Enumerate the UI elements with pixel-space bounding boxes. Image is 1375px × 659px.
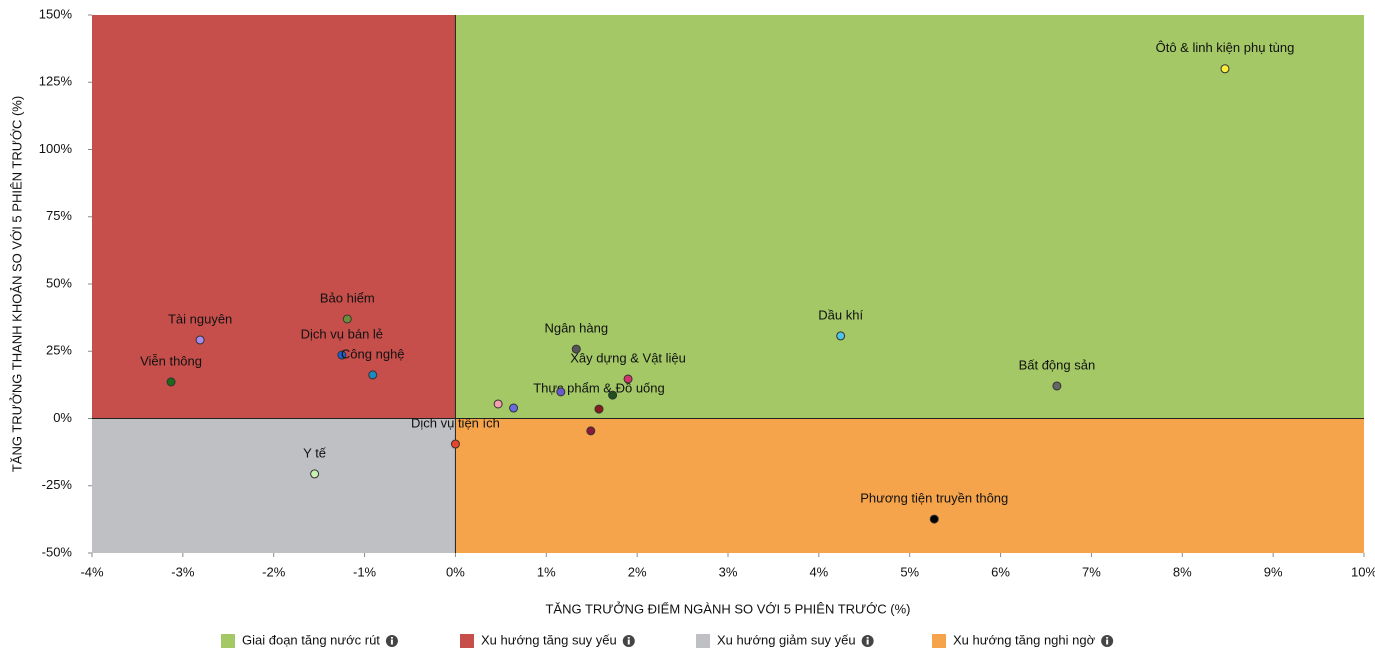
x-tick-label: 1% (537, 564, 556, 579)
legend-label: Xu hướng tăng suy yếu (481, 632, 617, 647)
x-tick-label: 10% (1351, 564, 1375, 579)
point-label: Viễn thông (140, 353, 202, 368)
x-tick-label: -4% (80, 564, 104, 579)
legend-swatch (221, 634, 235, 648)
legend-swatch (932, 634, 946, 648)
point (929, 514, 939, 524)
point (337, 350, 347, 360)
point (195, 335, 205, 345)
y-tick-label: 25% (46, 343, 72, 358)
point (571, 344, 581, 354)
point (310, 469, 320, 479)
info-icon-mark (1106, 639, 1109, 645)
point (493, 399, 503, 409)
x-tick-label: 7% (1082, 564, 1101, 579)
info-icon-dot (627, 637, 630, 639)
point (342, 314, 352, 324)
quadrant (455, 15, 1364, 419)
point-label: Bảo hiểm (320, 290, 375, 305)
legend-swatch (696, 634, 710, 648)
point-label: Bất động sản (1019, 357, 1096, 372)
point (608, 390, 618, 400)
x-tick-label: 6% (991, 564, 1010, 579)
x-tick-label: 2% (628, 564, 647, 579)
x-tick-label: -1% (353, 564, 377, 579)
point-label: Phương tiện truyền thông (860, 491, 1008, 506)
point-label: Ôtô & linh kiện phụ tùng (1156, 40, 1295, 55)
x-axis-label: TĂNG TRƯỞNG ĐIỂM NGÀNH SO VỚI 5 PHIÊN TR… (545, 601, 910, 616)
point (1052, 381, 1062, 391)
y-tick-label: 0% (53, 410, 72, 425)
point-label: Y tế (303, 445, 327, 460)
info-icon-dot (1106, 637, 1109, 639)
point-label: Ngân hàng (544, 321, 608, 336)
y-tick-label: -25% (42, 477, 73, 492)
point (450, 439, 460, 449)
x-tick-label: -3% (171, 564, 195, 579)
info-icon-dot (390, 637, 393, 639)
point-label: Dầu khí (818, 307, 863, 322)
x-tick-label: 5% (900, 564, 919, 579)
quadrant (455, 418, 1364, 553)
point (166, 377, 176, 387)
info-icon-dot (866, 637, 869, 639)
quadrant-layer (92, 15, 1364, 553)
quadrant (92, 418, 456, 553)
y-tick-label: -50% (42, 544, 73, 559)
y-tick-label: 100% (39, 141, 73, 156)
point-label: Tài nguyên (168, 311, 232, 326)
x-tick-label: 8% (1173, 564, 1192, 579)
point (836, 331, 846, 341)
legend-swatch (460, 634, 474, 648)
x-tick-label: 0% (446, 564, 465, 579)
point (623, 374, 633, 384)
y-tick-label: 125% (39, 74, 73, 89)
y-axis-label: TĂNG TRƯỞNG THANH KHOẢN SO VỚI 5 PHIÊN T… (9, 96, 24, 472)
point (586, 426, 596, 436)
x-tick-label: -2% (262, 564, 286, 579)
point (1220, 64, 1230, 74)
legend-label: Xu hướng tăng nghi ngờ (953, 632, 1096, 647)
x-tick-label: 3% (719, 564, 738, 579)
legend-label: Giai đoạn tăng nước rút (242, 632, 380, 647)
y-tick-label: 150% (39, 6, 73, 21)
y-tick-label: 75% (46, 208, 72, 223)
point-label: Công nghệ (341, 346, 405, 361)
point (556, 387, 566, 397)
point (509, 403, 519, 413)
point (368, 370, 378, 380)
x-tick-label: 9% (1264, 564, 1283, 579)
y-tick-label: 50% (46, 275, 72, 290)
point-label: Dịch vụ tiện ích (411, 415, 500, 430)
info-icon-mark (390, 639, 393, 645)
point-label: Xây dựng & Vật liệu (570, 350, 686, 365)
point-label: Thực phẩm & Đồ uống (533, 381, 665, 396)
info-icon-mark (866, 639, 869, 645)
point (594, 404, 604, 414)
quadrant (92, 15, 456, 419)
x-tick-label: 4% (809, 564, 828, 579)
point-label: Dịch vụ bán lẻ (301, 326, 383, 341)
info-icon-mark (627, 639, 630, 645)
legend-label: Xu hướng giảm suy yếu (717, 632, 856, 647)
